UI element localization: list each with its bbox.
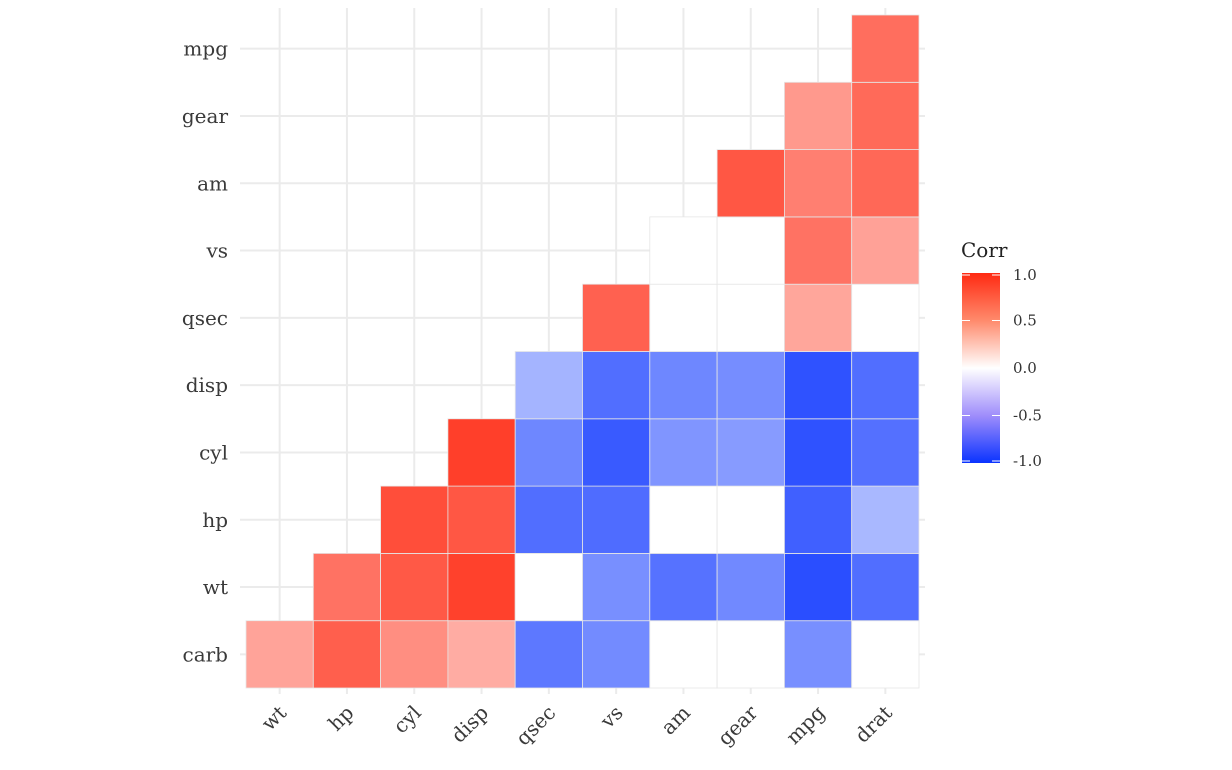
heatmap-cells <box>245 14 920 689</box>
x-axis: wt hp cyl disp qsec vs am gear mpg drat <box>256 700 896 750</box>
cell-gear-cyl <box>716 418 785 487</box>
cell-drat-cyl <box>851 418 920 487</box>
legend-tick-label: 0.5 <box>1013 312 1037 330</box>
cell-gear-carb <box>716 620 785 689</box>
legend-ticks: 1.0 0.5 0.0 -0.5 -1.0 <box>962 266 1042 470</box>
legend-tick-label: -1.0 <box>1013 452 1042 470</box>
cell-mpg-hp <box>784 485 853 554</box>
cell-drat-mpg <box>851 14 920 83</box>
cell-am-qsec <box>649 283 718 352</box>
cell-qsec-carb <box>514 620 583 689</box>
cell-am-wt <box>649 553 718 622</box>
cell-disp-hp <box>447 485 516 554</box>
cell-vs-disp <box>582 351 651 420</box>
cell-mpg-gear <box>784 81 853 151</box>
cell-am-disp <box>649 351 718 420</box>
y-tick-label-wt: wt <box>203 575 228 599</box>
cell-vs-cyl <box>582 418 651 487</box>
x-tick-label-qsec: qsec <box>511 701 561 751</box>
cell-drat-disp <box>851 351 920 420</box>
cell-gear-hp <box>716 485 785 554</box>
cell-gear-vs <box>716 216 785 285</box>
x-tick-label-cyl: cyl <box>388 701 425 738</box>
cell-gear-wt <box>716 553 785 622</box>
cell-drat-vs <box>851 216 920 285</box>
y-tick-label-vs: vs <box>205 239 228 263</box>
y-tick-label-gear: gear <box>182 104 229 128</box>
cell-disp-carb <box>447 620 516 689</box>
x-tick-label-vs: vs <box>595 701 628 734</box>
cell-vs-wt <box>582 553 651 622</box>
y-tick-label-am: am <box>197 171 228 195</box>
cell-gear-qsec <box>716 283 785 352</box>
cell-disp-wt <box>447 553 516 622</box>
cell-drat-qsec <box>851 283 920 352</box>
legend-tick-label: 1.0 <box>1013 266 1037 284</box>
x-tick-label-wt: wt <box>256 701 291 736</box>
x-tick-label-am: am <box>656 701 695 740</box>
x-tick-label-drat: drat <box>850 701 897 748</box>
x-tick-label-hp: hp <box>323 701 358 736</box>
cell-mpg-qsec <box>784 283 853 352</box>
cell-drat-gear <box>851 81 920 151</box>
cell-disp-cyl <box>447 418 516 487</box>
y-tick-label-disp: disp <box>186 373 228 397</box>
y-tick-label-qsec: qsec <box>182 306 228 330</box>
cell-am-vs <box>649 216 718 285</box>
cell-hp-carb <box>312 620 381 689</box>
cell-qsec-disp <box>514 351 583 420</box>
cell-qsec-hp <box>514 485 583 554</box>
y-tick-label-cyl: cyl <box>199 440 228 464</box>
cell-drat-am <box>851 149 920 218</box>
cell-hp-wt <box>312 553 381 622</box>
y-axis: carb wt hp cyl disp qsec vs am gear mpg <box>182 37 229 667</box>
cell-mpg-cyl <box>784 418 853 487</box>
legend-title: Corr <box>961 238 1008 262</box>
cell-vs-qsec <box>582 283 651 352</box>
legend: Corr 1.0 0.5 0.0 -0.5 -1.0 <box>961 238 1042 470</box>
y-tick-label-hp: hp <box>202 508 228 532</box>
y-tick-label-mpg: mpg <box>183 37 228 61</box>
cell-drat-carb <box>851 620 920 689</box>
x-tick-label-disp: disp <box>446 701 493 748</box>
cell-mpg-wt <box>784 553 853 622</box>
cell-am-hp <box>649 485 718 554</box>
cell-gear-disp <box>716 351 785 420</box>
cell-gear-am <box>716 149 785 218</box>
x-tick-label-gear: gear <box>713 700 763 750</box>
cell-mpg-carb <box>784 620 853 689</box>
cell-drat-wt <box>851 553 920 622</box>
x-tick-label-mpg: mpg <box>781 700 830 749</box>
cell-wt-carb <box>245 620 314 689</box>
cell-am-cyl <box>649 418 718 487</box>
cell-mpg-vs <box>784 216 853 285</box>
cell-mpg-disp <box>784 351 853 420</box>
legend-tick-label: -0.5 <box>1013 407 1042 425</box>
cell-vs-carb <box>582 620 651 689</box>
cell-drat-hp <box>851 485 920 554</box>
legend-tick-label: 0.0 <box>1013 359 1037 377</box>
cell-mpg-am <box>784 149 853 218</box>
y-tick-label-carb: carb <box>183 642 229 666</box>
cell-qsec-wt <box>514 553 583 622</box>
cell-cyl-wt <box>380 553 449 622</box>
cell-vs-hp <box>582 485 651 554</box>
cell-cyl-hp <box>380 485 449 554</box>
cell-am-carb <box>649 620 718 689</box>
cell-qsec-cyl <box>514 418 583 487</box>
cell-cyl-carb <box>380 620 449 689</box>
